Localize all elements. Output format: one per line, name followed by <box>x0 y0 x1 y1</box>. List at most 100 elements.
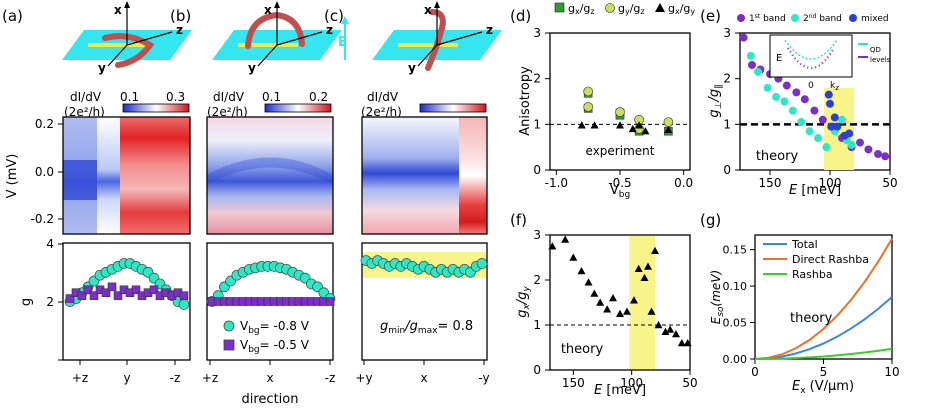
panel-label-f: (f) <box>510 211 527 229</box>
map-c <box>361 116 488 235</box>
e-xtick-label: 50 <box>882 176 897 190</box>
g-xtick-label: 10 <box>884 365 899 379</box>
d-legend-marker-gxgy <box>655 3 665 12</box>
e-xtick-label: 100 <box>819 176 842 190</box>
g-series-line-0 <box>754 296 893 360</box>
e-point-0 <box>810 106 819 115</box>
g-ytick-label: 0.10 <box>723 280 748 293</box>
d-legend-gygz: gy/gz <box>618 2 645 16</box>
e-inset-tick: 0 <box>808 81 814 91</box>
magnetic-arc-c <box>425 9 446 71</box>
colorbar-b-label: dI/dV <box>213 90 245 104</box>
axis-label-y-c: y <box>408 61 416 75</box>
map-y-axis: 0.2 0.0 -0.2 V (mV) <box>5 117 63 226</box>
panel-label-c: (c) <box>324 7 344 25</box>
xtick-c-2: -y <box>478 371 489 385</box>
d-point-gygz <box>615 107 625 117</box>
axis-label-y-b: y <box>248 61 256 75</box>
e-ytick-label: 1 <box>723 117 731 131</box>
e-point-0 <box>881 152 890 161</box>
legend-marker-08 <box>223 320 235 332</box>
g-point-a-05 <box>65 294 75 303</box>
g-point-a-05 <box>101 288 111 298</box>
e-inset-legend-qd: QD <box>870 46 881 54</box>
map-a <box>62 116 191 235</box>
d-ytick-label: 0 <box>533 163 541 177</box>
legend-marker-05 <box>223 339 235 351</box>
f-point <box>584 278 593 286</box>
e-xtick-label: 150 <box>759 176 782 190</box>
panel-label-e: (e) <box>700 7 721 25</box>
axis-label-x: x <box>114 3 122 17</box>
e-point-2 <box>827 122 836 131</box>
xtick-b-2: -z <box>325 371 336 385</box>
e-point-0 <box>818 115 827 124</box>
panel-e: 0 1 2 3 150 100 50 g⊥/g∥ E [meV] theory 1st ba… <box>707 13 898 198</box>
d-point-gxgy <box>641 127 650 135</box>
e-point-0 <box>800 95 809 104</box>
f-ytick-label: 0 <box>533 363 541 377</box>
e-point-1 <box>763 83 772 92</box>
axis-label-x-b: x <box>264 3 272 17</box>
d-legend-gxgy: gx/gy <box>668 2 695 16</box>
map-ytick-1: 0.0 <box>35 165 54 179</box>
e-point-0 <box>739 33 748 42</box>
e-legend-marker-2nd <box>791 14 799 22</box>
xlabel-direction: direction <box>242 392 299 407</box>
g-xlabel-ex: Ex (V/μm) <box>792 379 854 396</box>
f-point <box>603 305 612 313</box>
e-point-1 <box>838 115 846 124</box>
f-point <box>672 330 680 338</box>
f-point <box>548 242 557 250</box>
e-point-2 <box>830 113 839 122</box>
xtick-c-1: x <box>420 371 427 385</box>
axis-label-z-c: z <box>486 23 493 37</box>
e-ytick-label: 2 <box>723 72 731 86</box>
f-point <box>569 253 578 261</box>
colorbar-a-min: 0.1 <box>120 90 139 104</box>
d-point-gxgy <box>616 121 624 129</box>
g-ytick-label: 0.00 <box>723 353 748 366</box>
colorbar-a-unit: (2e²/h) <box>64 105 105 119</box>
colorbar-c-unit: (2e²/h) <box>361 105 402 119</box>
d-legend-gxgz: gx/gz <box>568 2 595 16</box>
ratio-annotation: gmin/gmax= 0.8 <box>380 319 473 336</box>
schematic-c: E x y z <box>338 1 502 75</box>
f-xtick-label: 50 <box>682 376 697 390</box>
g-point-a-05 <box>89 291 99 300</box>
d-legend-marker-gygz <box>605 3 615 13</box>
map-b <box>206 116 334 235</box>
e-point-2 <box>824 90 833 99</box>
axis-label-z-b: z <box>326 23 333 37</box>
f-theory-text: theory <box>561 342 604 357</box>
colorbar-c: dI/dV (2e²/h) <box>361 90 487 119</box>
gpanel-a: 4 2 g +z y -z <box>19 237 191 385</box>
e-xlabel: E [meV] <box>789 183 841 198</box>
e-point-0 <box>748 60 756 69</box>
g-legend-label-1: Direct Rashba <box>792 253 869 266</box>
f-point <box>616 309 624 317</box>
e-theory-text: theory <box>756 149 799 164</box>
d-experiment-text: experiment <box>586 144 655 158</box>
e-point-0 <box>874 150 882 159</box>
g-point-a-08 <box>178 299 190 310</box>
colorbar-b: dI/dV (2e²/h) 0.1 0.2 <box>207 90 332 119</box>
d-ytick-label: 3 <box>533 26 541 40</box>
d-xtick-label: -0.5 <box>608 176 631 190</box>
d-ytick-label: 1 <box>533 117 541 131</box>
e-point-1 <box>772 92 780 101</box>
f-xlabel: E [meV] <box>594 383 646 398</box>
g-ytick-label: 0.15 <box>723 244 748 257</box>
g-theory-text: theory <box>790 311 833 326</box>
schematic-b: x y z <box>212 1 342 75</box>
f-point <box>630 296 638 304</box>
e-inset-legend-levels: levels <box>870 56 891 64</box>
d-xtick-label: 0.0 <box>674 176 693 190</box>
f-point <box>577 267 586 275</box>
f-xtick-label: 150 <box>562 376 585 390</box>
d-ytick-label: 2 <box>533 72 541 86</box>
e-point-1 <box>847 140 856 149</box>
g-point-a-05 <box>107 282 117 292</box>
